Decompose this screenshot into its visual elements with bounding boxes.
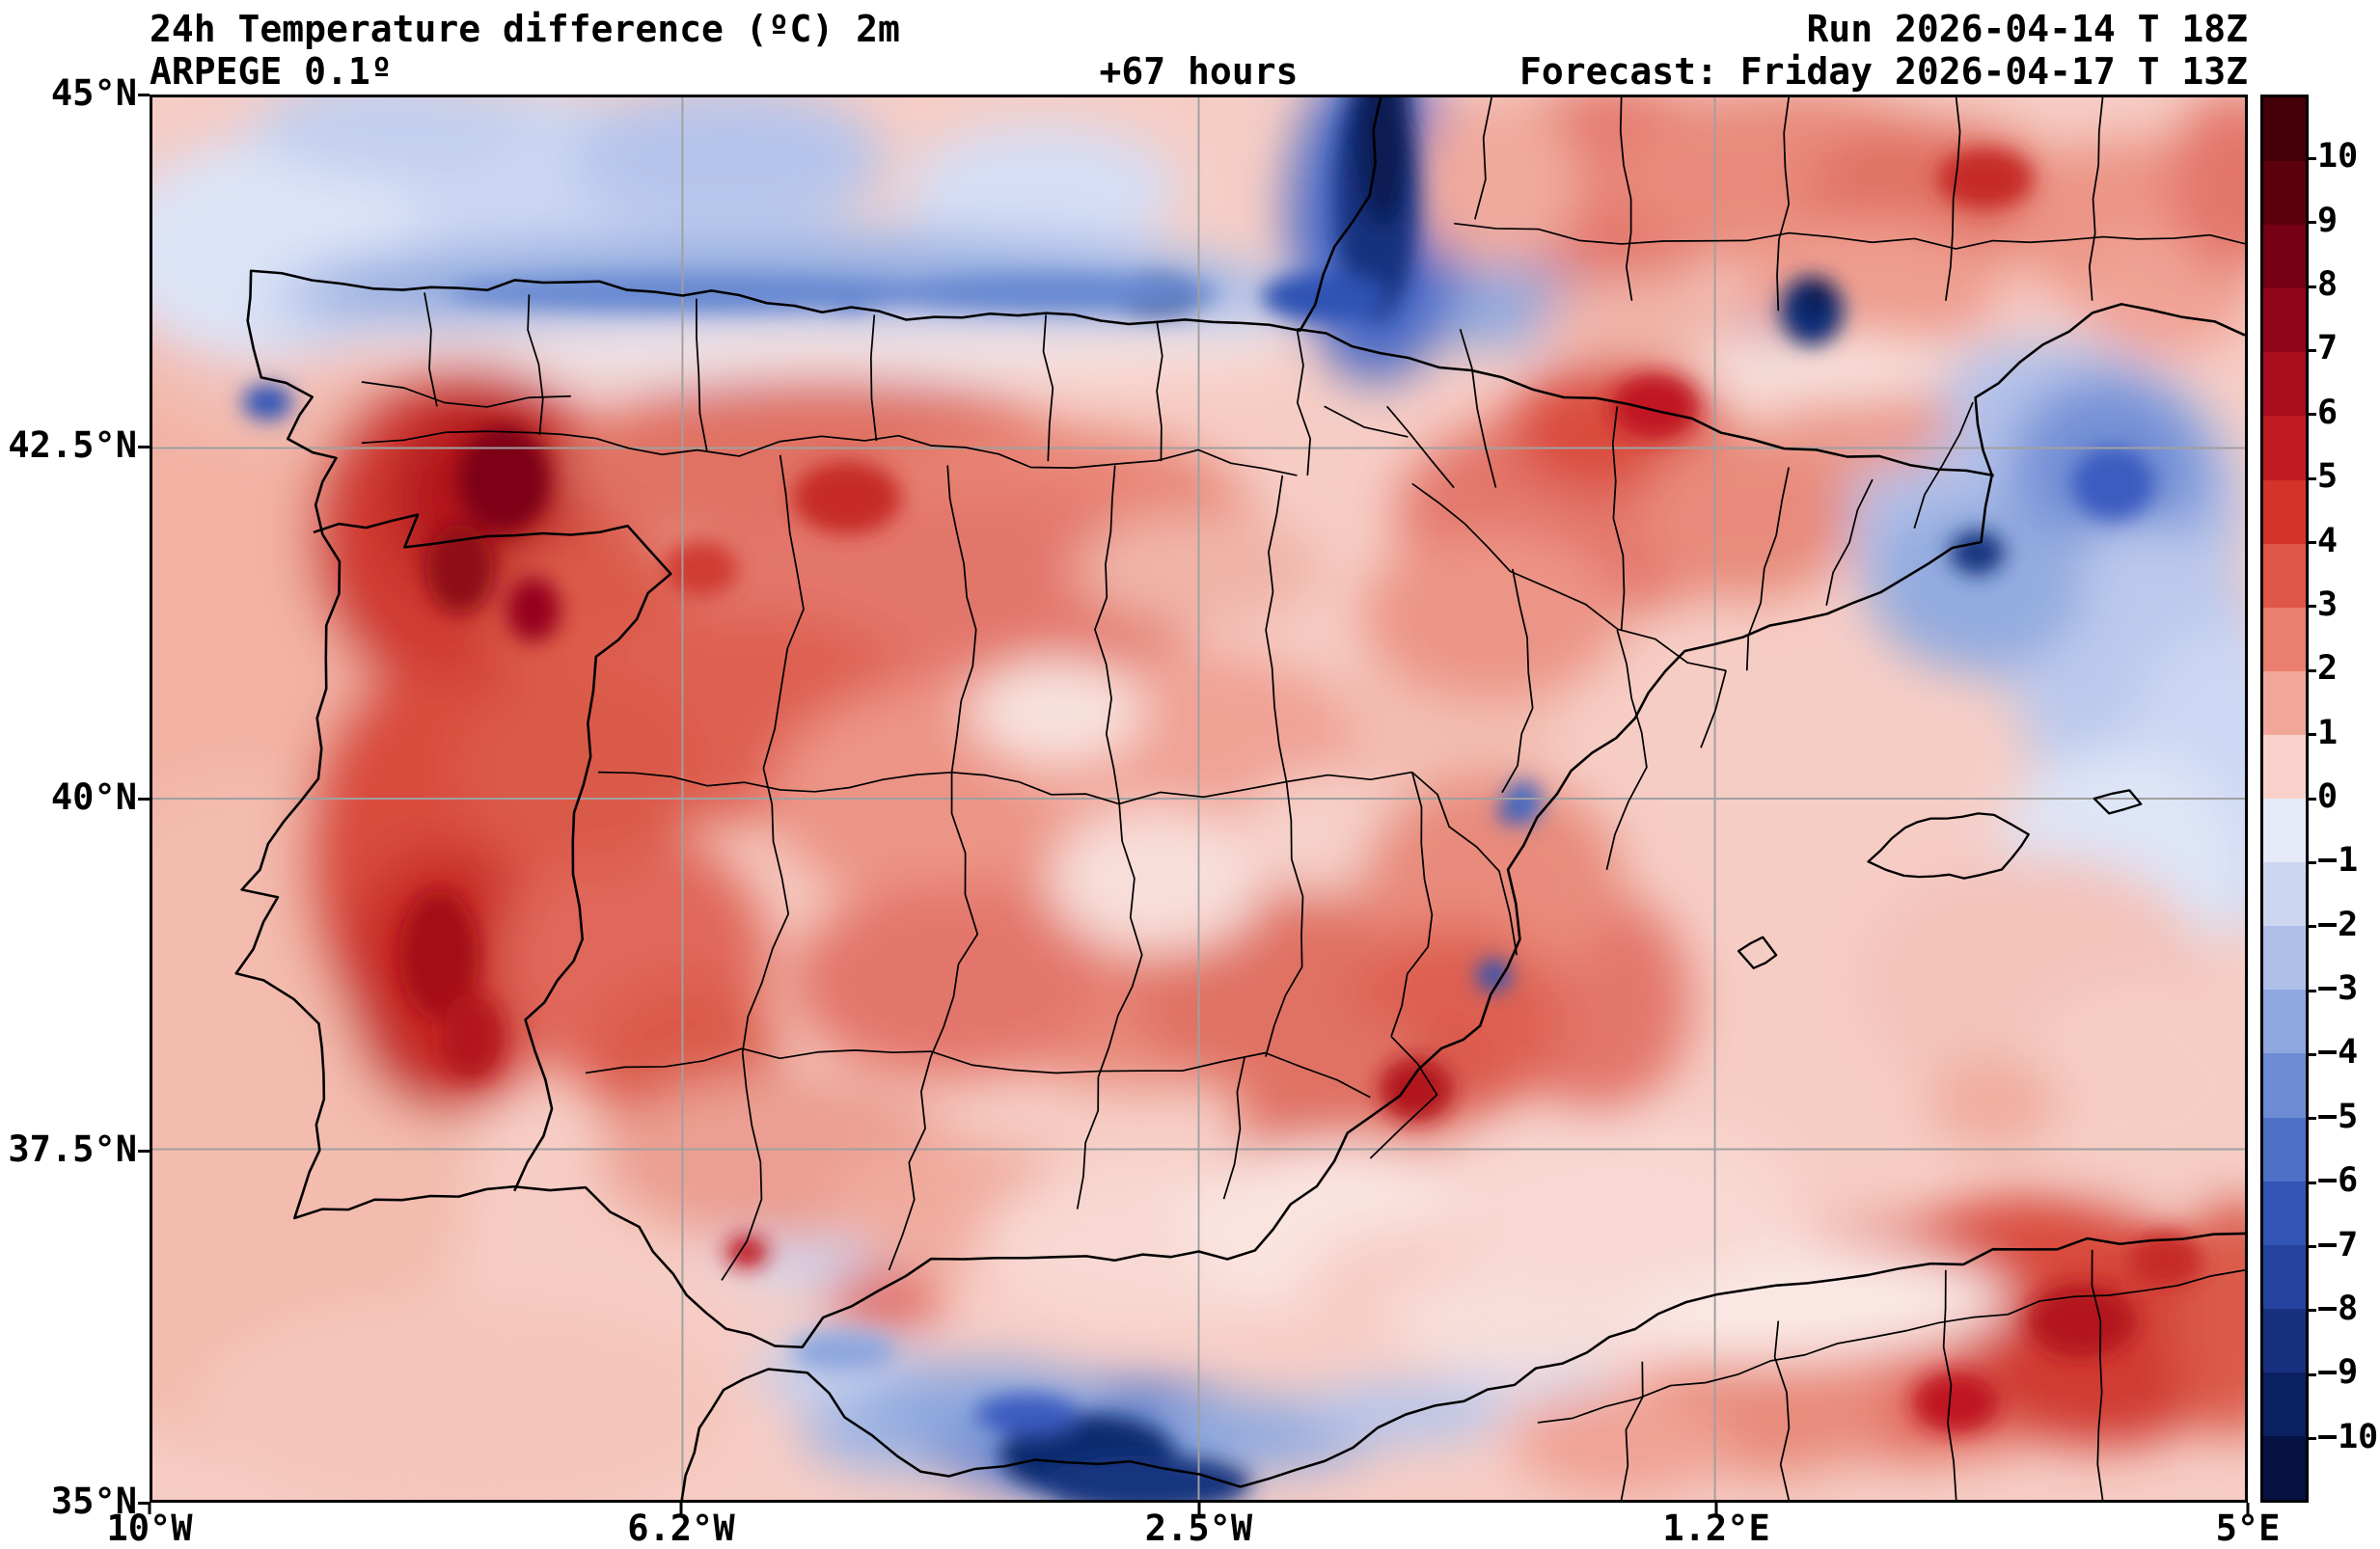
colorbar-tick-mark: [2309, 348, 2316, 352]
colorbar-tick-mark: [2309, 1052, 2316, 1056]
colorbar-tick-label: 3: [2317, 584, 2339, 624]
colorbar-segment: [2263, 1372, 2306, 1436]
colorbar-segment: [2263, 1117, 2306, 1182]
x-tick-mark: [1714, 1503, 1718, 1514]
y-tick-label: 45°N: [50, 72, 137, 114]
colorbar-segment: [2263, 1435, 2306, 1501]
colorbar-tick-mark: [2309, 1437, 2316, 1441]
colorbar-tick-label: 10: [2317, 137, 2359, 177]
y-tick-mark: [138, 93, 150, 96]
colorbar-tick-mark: [2309, 860, 2316, 864]
colorbar-tick-label: 0: [2317, 777, 2339, 816]
colorbar-tick-mark: [2309, 476, 2316, 480]
colorbar-segment: [2263, 97, 2306, 162]
colorbar-tick-label: −7: [2317, 1225, 2359, 1264]
colorbar-tick-mark: [2309, 1372, 2316, 1376]
temperature-difference-field: [152, 97, 2245, 1500]
colorbar-tick-label: −1: [2317, 841, 2359, 881]
lat-lon-gridlines: [152, 97, 2245, 1500]
colorbar: [2260, 95, 2309, 1503]
colorbar-tick-mark: [2309, 221, 2316, 225]
x-tick-mark: [148, 1503, 151, 1514]
x-tick-mark: [1197, 1503, 1200, 1514]
province-boundaries: [361, 97, 2245, 1500]
colorbar-tick-label: −6: [2317, 1161, 2359, 1201]
lead-time-label: +67 hours: [1099, 50, 1299, 93]
map-plot-area: [150, 95, 2248, 1503]
run-label: Run 2026-04-14 T 18Z: [1806, 8, 2248, 50]
colorbar-segment: [2263, 1053, 2306, 1118]
y-tick-label: 42.5°N: [8, 424, 137, 466]
y-tick-mark: [138, 1149, 150, 1153]
colorbar-segment: [2263, 225, 2306, 289]
colorbar-segment: [2263, 479, 2306, 544]
intense-temperature-cores: [242, 97, 2203, 1500]
colorbar-tick-mark: [2309, 925, 2316, 929]
colorbar-segment: [2263, 734, 2306, 800]
colorbar-tick-mark: [2309, 1181, 2316, 1184]
colorbar-tick-mark: [2309, 733, 2316, 737]
colorbar-tick-mark: [2309, 797, 2316, 801]
y-tick-mark: [138, 445, 150, 448]
colorbar-tick-label: −4: [2317, 1033, 2359, 1073]
colorbar-tick-label: 2: [2317, 649, 2339, 689]
coastlines-and-country-borders: [234, 97, 2245, 1500]
colorbar-tick-mark: [2309, 1117, 2316, 1121]
x-tick-label: 2.5°W: [1144, 1508, 1253, 1549]
colorbar-segment: [2263, 799, 2306, 863]
colorbar-segment: [2263, 1308, 2306, 1372]
colorbar-tick-label: 9: [2317, 201, 2339, 240]
colorbar-tick-mark: [2309, 989, 2316, 992]
colorbar-tick-label: −8: [2317, 1289, 2359, 1328]
x-tick-mark: [679, 1503, 683, 1514]
y-tick-label: 37.5°N: [8, 1128, 137, 1170]
colorbar-tick-mark: [2309, 285, 2316, 288]
x-tick-label: 6.2°W: [627, 1508, 735, 1549]
y-tick-label: 40°N: [50, 776, 137, 818]
colorbar-tick-label: 1: [2317, 713, 2339, 752]
colorbar-tick-label: −5: [2317, 1097, 2359, 1136]
colorbar-segment: [2263, 1181, 2306, 1245]
colorbar-tick-label: 7: [2317, 329, 2339, 368]
colorbar-tick-mark: [2309, 413, 2316, 417]
y-tick-mark: [138, 1501, 150, 1505]
y-tick-mark: [138, 797, 150, 801]
model-label: ARPEGE 0.1º: [150, 50, 393, 93]
colorbar-tick-label: 6: [2317, 393, 2339, 432]
colorbar-segment: [2263, 288, 2306, 353]
colorbar-tick-label: −10: [2317, 1417, 2379, 1456]
colorbar-segment: [2263, 862, 2306, 927]
colorbar-segment: [2263, 990, 2306, 1054]
colorbar-tick-label: −9: [2317, 1353, 2359, 1393]
colorbar-tick-mark: [2309, 156, 2316, 160]
colorbar-tick-label: 5: [2317, 457, 2339, 497]
chart-title: 24h Temperature difference (ºC) 2m: [150, 8, 900, 50]
colorbar-tick-mark: [2309, 668, 2316, 672]
x-tick-mark: [2246, 1503, 2250, 1514]
colorbar-segment: [2263, 1244, 2306, 1309]
colorbar-segment: [2263, 352, 2306, 417]
colorbar-segment: [2263, 670, 2306, 735]
colorbar-segment: [2263, 416, 2306, 480]
colorbar-segment: [2263, 161, 2306, 226]
forecast-label: Forecast: Friday 2026-04-17 T 13Z: [1519, 50, 2248, 93]
colorbar-segment: [2263, 543, 2306, 608]
colorbar-tick-label: −3: [2317, 969, 2359, 1009]
colorbar-tick-label: 8: [2317, 265, 2339, 305]
colorbar-segment: [2263, 926, 2306, 991]
colorbar-tick-mark: [2309, 1309, 2316, 1313]
x-tick-label: 1.2°E: [1662, 1508, 1770, 1549]
x-tick-label: 5°E: [2215, 1508, 2281, 1549]
colorbar-tick-label: 4: [2317, 521, 2339, 560]
colorbar-tick-mark: [2309, 541, 2316, 545]
colorbar-tick-label: −2: [2317, 905, 2359, 944]
x-tick-label: 10°W: [106, 1508, 193, 1549]
colorbar-segment: [2263, 607, 2306, 671]
colorbar-tick-mark: [2309, 1245, 2316, 1249]
colorbar-tick-mark: [2309, 605, 2316, 609]
y-tick-label: 35°N: [50, 1481, 137, 1522]
